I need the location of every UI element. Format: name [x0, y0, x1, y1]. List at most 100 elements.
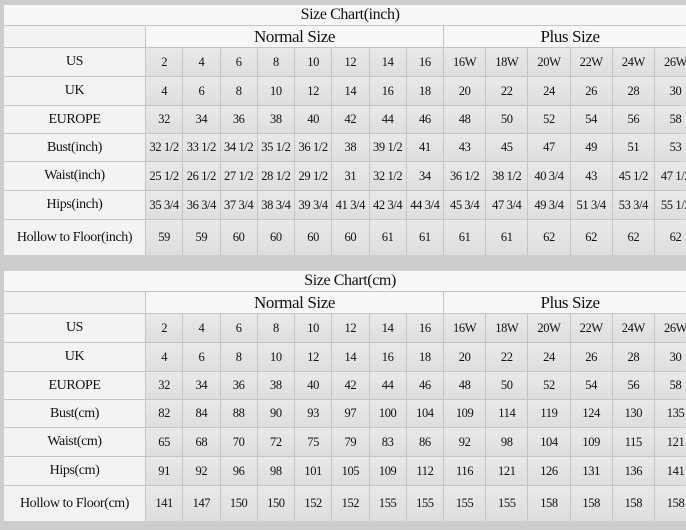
table-cell: 39 3/4 [295, 191, 332, 219]
size-chart-inch: Size Chart(inch) Normal Size Plus Size US 2 4… [4, 5, 686, 255]
table-cell: 61 [444, 220, 486, 255]
table-cell: 158 [612, 486, 654, 521]
table-cell: 61 [486, 220, 528, 255]
table-cell: 100 [369, 400, 406, 427]
row-label: Waist(inch) [4, 162, 145, 190]
table-cell: 91 [146, 457, 183, 485]
table-cell: 24W [612, 48, 654, 76]
table-cell: 32 [146, 106, 183, 133]
table-cell: 29 1/2 [295, 162, 332, 190]
table-cell: 22 [486, 343, 528, 371]
table-cell: 26 [570, 343, 612, 371]
table-cell: 51 3/4 [570, 191, 612, 219]
table-cell: 41 [406, 134, 443, 161]
row-label: Bust(cm) [4, 400, 145, 427]
table-cell: 62 [528, 220, 570, 255]
chart-title: Size Chart(inch) [4, 5, 686, 25]
table-cell: 109 [570, 428, 612, 456]
table-cell: 16 [369, 77, 406, 105]
table-cell: 50 [486, 106, 528, 133]
chart-title: Size Chart(cm) [4, 271, 686, 291]
row-label: Waist(cm) [4, 428, 145, 456]
table-cell: 22 [486, 77, 528, 105]
table-cell: 36 [220, 372, 257, 399]
table-cell: 4 [183, 48, 220, 76]
header-blank [4, 292, 145, 313]
row-label: UK [4, 77, 145, 105]
table-cell: 54 [570, 106, 612, 133]
table-cell: 24 [528, 343, 570, 371]
table-cell: 60 [295, 220, 332, 255]
table-cell: 98 [257, 457, 294, 485]
table-cell: 36 1/2 [444, 162, 486, 190]
table-cell: 45 1/2 [612, 162, 654, 190]
table-cell: 158 [654, 486, 686, 521]
table-cell: 10 [295, 314, 332, 342]
table-cell: 38 [257, 106, 294, 133]
table-cell: 30 [654, 343, 686, 371]
row-label: Hips(cm) [4, 457, 145, 485]
group-header-normal: Normal Size [146, 292, 443, 313]
table-cell: 72 [257, 428, 294, 456]
table-cell: 45 3/4 [444, 191, 486, 219]
table-cell: 20W [528, 314, 570, 342]
table-cell: 38 3/4 [257, 191, 294, 219]
table-cell: 6 [220, 48, 257, 76]
table-cell: 52 [528, 372, 570, 399]
table-cell: 6 [183, 77, 220, 105]
table-cell: 24W [612, 314, 654, 342]
table-cell: 65 [146, 428, 183, 456]
table-cell: 70 [220, 428, 257, 456]
table-cell: 53 [654, 134, 686, 161]
table-cell: 26W [654, 314, 686, 342]
table-cell: 98 [486, 428, 528, 456]
table-cell: 36 1/2 [295, 134, 332, 161]
table-cell: 59 [146, 220, 183, 255]
table-cell: 112 [406, 457, 443, 485]
table-cell: 8 [257, 314, 294, 342]
table-cell: 150 [257, 486, 294, 521]
row-label: Hips(inch) [4, 191, 145, 219]
table-cell: 16W [444, 48, 486, 76]
table-cell: 31 [332, 162, 369, 190]
table-cell: 14 [332, 77, 369, 105]
table-cell: 38 1/2 [486, 162, 528, 190]
table-cell: 155 [369, 486, 406, 521]
table-cell: 10 [295, 48, 332, 76]
table-cell: 55 1/2 [654, 191, 686, 219]
table-cell: 96 [220, 457, 257, 485]
table-cell: 56 [612, 106, 654, 133]
table-cell: 34 [183, 372, 220, 399]
table-cell: 40 [295, 106, 332, 133]
table-cell: 2 [146, 48, 183, 76]
row-label: Hollow to Floor(cm) [4, 486, 145, 521]
table-cell: 62 [654, 220, 686, 255]
table-cell: 18 [406, 343, 443, 371]
table-cell: 158 [528, 486, 570, 521]
table-cell: 25 1/2 [146, 162, 183, 190]
table-cell: 12 [332, 48, 369, 76]
table-cell: 12 [332, 314, 369, 342]
table-cell: 105 [332, 457, 369, 485]
table-cell: 109 [369, 457, 406, 485]
row-label: Bust(inch) [4, 134, 145, 161]
table-cell: 16 [406, 48, 443, 76]
table-cell: 46 [406, 372, 443, 399]
table-cell: 58 [654, 372, 686, 399]
table-cell: 16 [369, 343, 406, 371]
table-cell: 43 [570, 162, 612, 190]
table-cell: 114 [486, 400, 528, 427]
table-cell: 20 [444, 343, 486, 371]
row-label: Hollow to Floor(inch) [4, 220, 145, 255]
row-label: EUROPE [4, 106, 145, 133]
table-cell: 42 [332, 106, 369, 133]
table-cell: 28 1/2 [257, 162, 294, 190]
table-cell: 61 [369, 220, 406, 255]
table-cell: 135 [654, 400, 686, 427]
table-cell: 150 [220, 486, 257, 521]
table-cell: 60 [332, 220, 369, 255]
table-cell: 48 [444, 106, 486, 133]
table-cell: 32 1/2 [146, 134, 183, 161]
table-cell: 47 [528, 134, 570, 161]
table-cell: 38 [257, 372, 294, 399]
